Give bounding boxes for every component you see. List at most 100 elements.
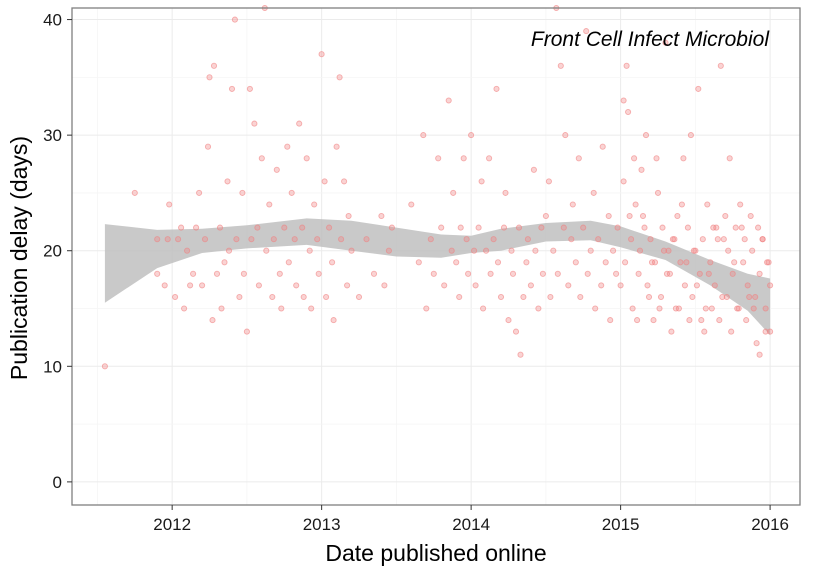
data-point	[756, 351, 763, 358]
data-point	[190, 270, 197, 277]
data-point	[767, 328, 774, 335]
data-point	[659, 224, 666, 231]
data-point	[164, 236, 171, 243]
data-point	[154, 236, 161, 243]
data-point	[486, 155, 493, 162]
data-point	[707, 259, 714, 266]
data-point	[595, 236, 602, 243]
data-point	[285, 259, 292, 266]
data-point	[756, 270, 763, 277]
data-point	[735, 305, 742, 312]
data-point	[557, 62, 564, 69]
data-point	[690, 247, 697, 254]
data-point	[580, 224, 587, 231]
data-point	[457, 224, 464, 231]
data-point	[752, 293, 759, 301]
data-point	[512, 328, 520, 335]
data-point	[209, 317, 216, 324]
data-point	[388, 224, 395, 231]
data-point	[657, 293, 665, 301]
data-point	[696, 270, 703, 277]
data-point	[687, 132, 694, 139]
x-tick-label: 2015	[602, 515, 640, 534]
data-point	[639, 212, 647, 220]
data-point	[684, 224, 691, 231]
data-point	[762, 305, 769, 312]
data-point	[515, 224, 523, 231]
panel-border	[71, 7, 801, 506]
data-point	[636, 247, 644, 254]
data-point	[699, 236, 706, 243]
data-point	[674, 212, 681, 220]
data-point	[201, 236, 209, 243]
data-point	[276, 270, 283, 277]
data-point	[726, 155, 733, 162]
data-point	[465, 270, 472, 277]
data-point	[225, 247, 233, 254]
data-point	[720, 236, 727, 243]
data-point	[520, 293, 527, 301]
data-point	[719, 293, 726, 301]
data-point	[532, 247, 539, 254]
data-point	[765, 259, 772, 266]
data-point	[641, 224, 648, 231]
data-point	[638, 166, 645, 173]
data-point	[263, 247, 270, 254]
data-point	[535, 305, 542, 312]
data-point	[523, 259, 530, 266]
data-point	[497, 293, 505, 301]
data-point	[435, 155, 442, 162]
x-axis: 2012 2013 2014 2015 2016	[153, 505, 789, 534]
data-point	[753, 340, 760, 347]
data-point	[273, 166, 280, 173]
data-point	[665, 247, 672, 254]
data-point	[750, 305, 757, 312]
data-point	[218, 305, 225, 312]
data-point	[737, 201, 744, 208]
data-point	[592, 305, 599, 312]
data-point	[236, 293, 243, 301]
data-point	[545, 178, 552, 185]
data-point	[370, 270, 378, 277]
data-point	[560, 224, 567, 231]
data-point	[228, 85, 236, 92]
data-point	[634, 317, 641, 324]
data-point	[154, 270, 161, 277]
data-point	[749, 247, 756, 254]
data-point	[494, 259, 502, 266]
data-point	[187, 282, 194, 289]
data-point	[695, 85, 702, 92]
data-point	[550, 247, 557, 254]
y-tick-label: 40	[43, 11, 62, 30]
data-point	[693, 282, 700, 289]
data-point	[269, 293, 276, 301]
data-point	[284, 143, 291, 150]
data-point	[471, 247, 478, 254]
data-point	[255, 282, 262, 289]
data-point	[731, 259, 738, 266]
data-point	[668, 328, 675, 335]
data-point	[181, 305, 188, 312]
data-point	[321, 178, 328, 185]
data-point	[493, 85, 500, 92]
data-point	[296, 120, 303, 127]
data-point	[575, 155, 582, 162]
data-point	[607, 317, 614, 324]
data-point	[626, 212, 633, 220]
data-point	[723, 293, 730, 301]
data-point	[743, 317, 750, 324]
data-point	[524, 236, 531, 243]
data-point	[300, 293, 307, 301]
data-point	[635, 270, 642, 277]
data-point	[175, 236, 182, 243]
data-point	[767, 282, 774, 289]
y-axis: 0 10 20 30 40	[43, 11, 72, 492]
y-axis-title: Publication delay (days)	[6, 136, 32, 380]
data-point	[602, 259, 609, 266]
data-point	[562, 132, 569, 139]
data-point	[740, 259, 747, 266]
data-point	[681, 282, 688, 289]
data-point	[243, 328, 250, 335]
data-point	[741, 236, 748, 243]
data-point	[613, 270, 620, 277]
